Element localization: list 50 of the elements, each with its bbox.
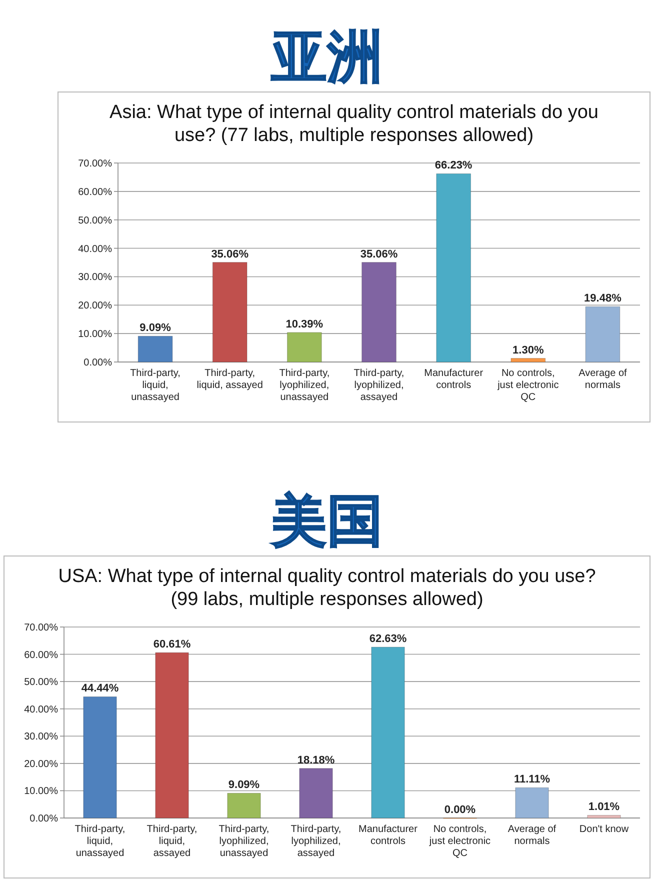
y-tick-label: 40.00%: [24, 704, 58, 716]
y-tick-label: 20.00%: [24, 758, 58, 770]
x-tick-label: Third-party, liquid, assayed: [196, 368, 263, 391]
y-tick-label: 70.00%: [78, 158, 112, 170]
y-tick-label: 70.00%: [24, 622, 58, 634]
data-label: 62.63%: [369, 633, 407, 646]
data-label: 35.06%: [211, 248, 249, 260]
x-tick-label: Third-party, liquid, unassayed: [74, 824, 126, 859]
data-label: 9.09%: [228, 779, 260, 792]
x-tick-label: No controls, just electronic QC: [496, 368, 559, 403]
y-tick-label: 40.00%: [78, 244, 112, 255]
data-label: 10.39%: [286, 318, 324, 330]
x-tick-label: Average of normals: [508, 824, 556, 847]
data-label: 9.09%: [140, 322, 172, 334]
y-tick-label: 30.00%: [78, 272, 112, 284]
x-tick-label: Third-party, lyophilized, assayed: [354, 368, 404, 403]
y-tick-label: 60.00%: [78, 186, 112, 198]
x-tick-label: Don't know: [579, 824, 630, 835]
y-tick-label: 10.00%: [78, 329, 112, 340]
data-label: 66.23%: [434, 160, 472, 172]
data-label: 19.48%: [584, 292, 622, 305]
data-label: 0.00%: [444, 804, 476, 816]
x-tick-label: Third-party, lyophilized, unassayed: [279, 368, 330, 403]
y-tick-label: 50.00%: [24, 677, 58, 688]
y-tick-label: 30.00%: [24, 732, 58, 743]
y-tick-label: 60.00%: [24, 650, 58, 661]
data-label: 18.18%: [297, 754, 335, 766]
chart-title: 亚洲: [270, 25, 383, 90]
data-label: 11.11%: [514, 774, 550, 786]
x-tick-label: Third-party, liquid, unassayed: [130, 368, 180, 403]
data-label: 60.61%: [153, 638, 191, 651]
data-label: 1.30%: [512, 344, 544, 356]
y-tick-label: 20.00%: [78, 300, 112, 312]
y-tick-label: 0.00%: [30, 814, 58, 824]
data-label: 1.01%: [588, 801, 620, 814]
y-tick-label: 0.00%: [84, 358, 112, 368]
y-tick-label: 50.00%: [78, 215, 112, 226]
chart-subtitle: USA: What type of internal quality control materials do you use? (99 labs, multiple responses allowed): [58, 566, 596, 610]
y-tick-label: 10.00%: [24, 786, 58, 798]
x-tick-label: Average of normals: [578, 368, 628, 391]
x-tick-label: Manufacturer controls: [424, 368, 484, 391]
data-label: 35.06%: [360, 248, 398, 260]
data-label: 44.44%: [81, 682, 119, 695]
x-tick-label: Third-party, liquid, assayed: [146, 824, 198, 859]
chart-title: 美国: [270, 489, 383, 554]
chart-subtitle: Asia: What type of internal quality control materials do you use? (77 labs, multiple responses allowed): [110, 102, 598, 146]
x-tick-label: Manufacturer controls: [358, 824, 418, 847]
x-tick-label: Third-party, lyophilized, unassayed: [218, 824, 270, 859]
x-tick-label: No controls, just electronic QC: [428, 824, 491, 859]
x-tick-label: Third-party, lyophilized, assayed: [290, 824, 342, 859]
